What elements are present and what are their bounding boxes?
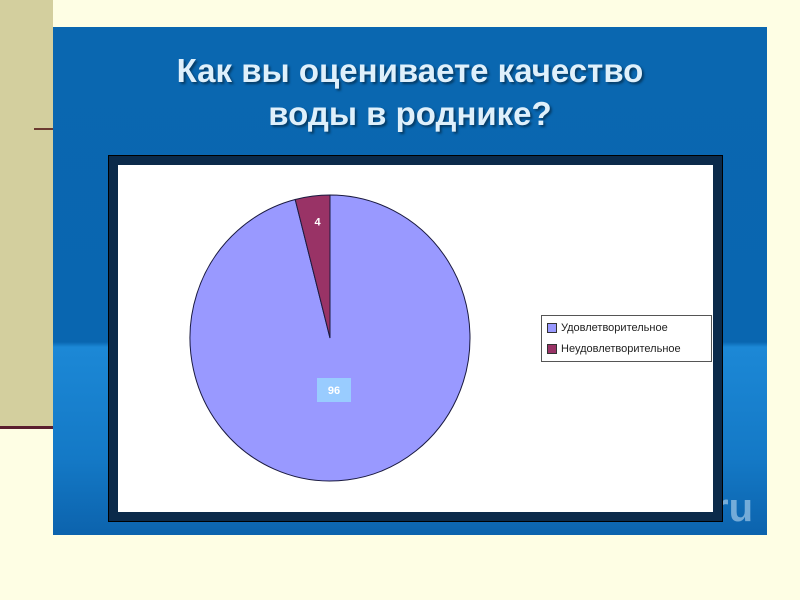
divider (0, 426, 53, 429)
pie-slice-2 (294, 194, 331, 339)
legend-label: Неудовлетворительное (561, 343, 681, 355)
slide-title: Как вы оцениваете качество воды в родник… (53, 49, 767, 135)
chart-frame: 96 4 Удовлетворительное Неудовлетворитель… (108, 155, 723, 522)
legend-swatch (547, 344, 557, 354)
data-label-2: 4 (315, 217, 322, 229)
side-strip (0, 0, 53, 426)
divider (34, 128, 54, 130)
slide: Как вы оцениваете качество воды в родник… (53, 27, 767, 535)
data-label-1: 96 (328, 385, 340, 397)
chart-area: 96 4 Удовлетворительное Неудовлетворитель… (118, 165, 713, 512)
legend-swatch (547, 323, 557, 333)
legend-item-unsatisfactory: Неудовлетворительное (547, 343, 681, 355)
pie-chart: 96 4 (189, 194, 471, 482)
title-line-1: Как вы оцениваете качество (176, 52, 644, 89)
legend-item-satisfactory: Удовлетворительное (547, 322, 668, 334)
legend-label: Удовлетворительное (561, 322, 668, 334)
title-line-2: воды в роднике? (268, 95, 552, 132)
legend: Удовлетворительное Неудовлетворительное (541, 315, 712, 362)
data-label-background (317, 378, 351, 402)
